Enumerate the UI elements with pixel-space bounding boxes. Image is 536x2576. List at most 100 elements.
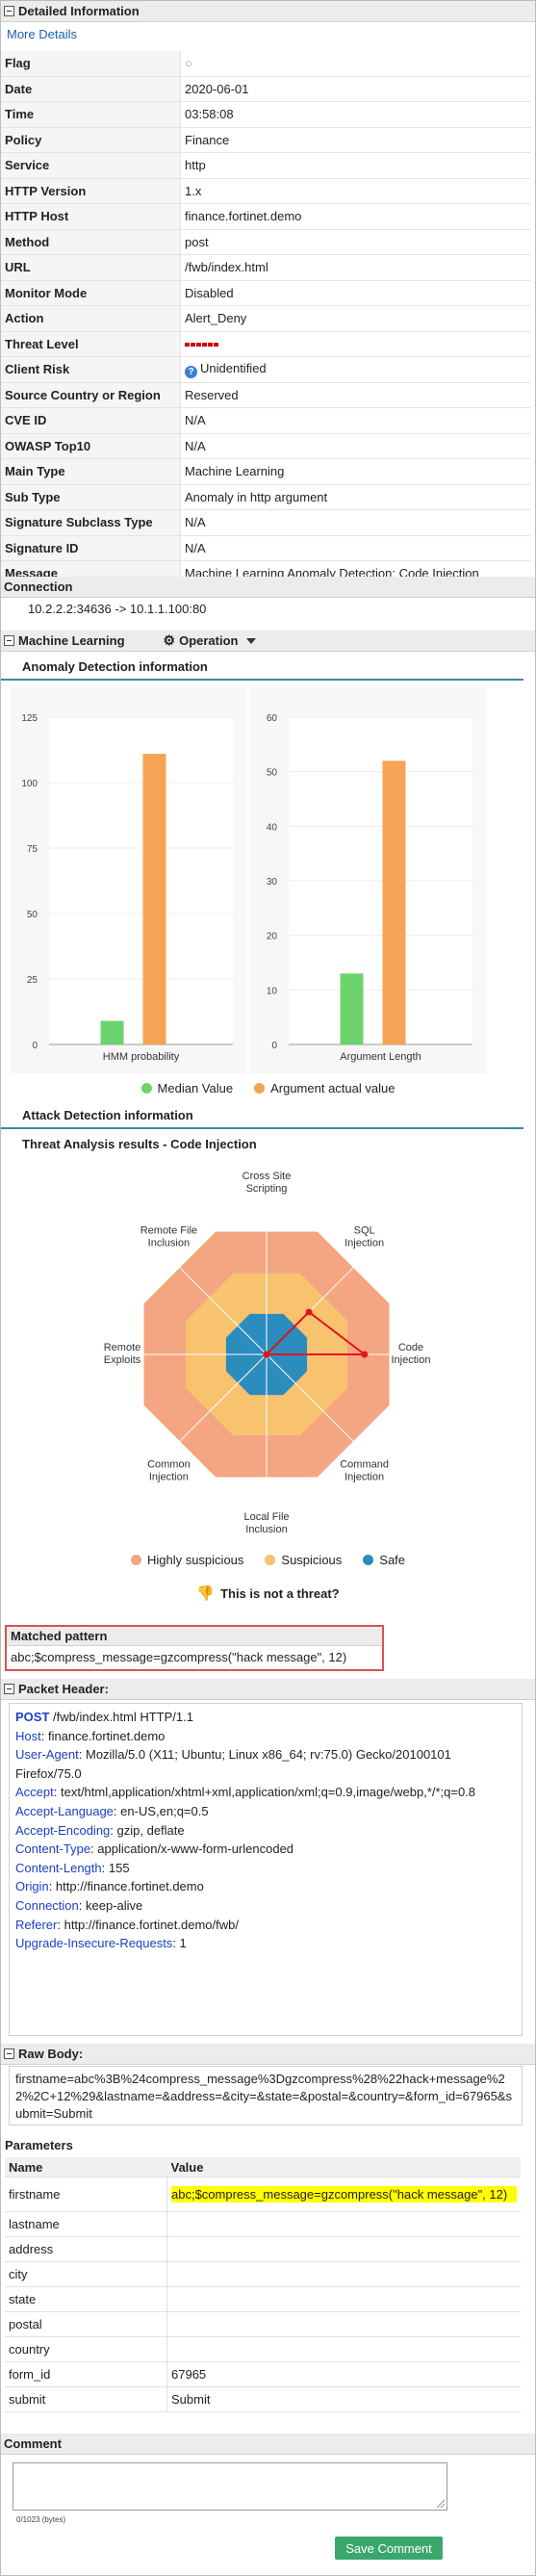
threat-series-line [264, 1310, 368, 1355]
packet-header-section[interactable]: Packet Header: [1, 1679, 535, 1700]
param-name: address [5, 2236, 167, 2262]
ml-title: Machine Learning [18, 633, 125, 648]
detail-key: Sub Type [1, 484, 181, 510]
not-threat-button[interactable]: 👎 This is not a threat? [1, 1584, 535, 1602]
y-tick-label: 0 [32, 1041, 38, 1051]
header-line: Referer: http://finance.fortinet.demo/fw… [15, 1917, 239, 1932]
param-value [166, 2286, 521, 2312]
radar-axis-label: SQL Injection [345, 1224, 384, 1249]
gear-icon: ⚙ [163, 632, 176, 648]
table-row: postal [5, 2311, 521, 2337]
more-details-link[interactable]: More Details [7, 27, 77, 41]
detail-row: Time 03:58:08 [1, 101, 530, 128]
detail-key: Client Risk [1, 356, 181, 383]
param-value: abc;$compress_message=gzcompress("hack m… [166, 2177, 521, 2212]
radar-axis-label-line: Code [398, 1342, 423, 1353]
table-row: state [5, 2286, 521, 2312]
operation-dropdown[interactable]: ⚙ Operation [164, 632, 256, 649]
ml-header[interactable]: Machine Learning ⚙ Operation [1, 631, 535, 652]
attack-title: Attack Detection information [1, 1104, 523, 1129]
detail-value: Disabled [180, 280, 530, 306]
detail-value: Finance [180, 127, 530, 153]
chevron-down-icon [245, 637, 256, 644]
save-comment-button[interactable]: Save Comment [335, 2537, 443, 2560]
header-value: application/x-www-form-urlencoded [97, 1842, 294, 1857]
header-value: keep-alive [86, 1897, 143, 1913]
collapse-icon[interactable] [4, 2048, 14, 2059]
detail-value: N/A [180, 433, 530, 459]
detail-key: Service [1, 152, 181, 179]
detail-value: ? Unidentified [180, 356, 530, 383]
header-line: Upgrade-Insecure-Requests: 1 [15, 1936, 187, 1951]
bar-median [100, 1020, 124, 1044]
header-line: User-Agent: Mozilla/5.0 (X11; Ubuntu; Li… [15, 1747, 451, 1781]
matched-pattern-box: Matched pattern abc;$compress_message=gz… [5, 1625, 384, 1671]
param-value: Submit [166, 2386, 521, 2412]
y-tick-label: 60 [267, 713, 278, 724]
param-name: form_id [5, 2361, 167, 2387]
detailed-info-title: Detailed Information [18, 4, 140, 18]
header-line: Host: finance.fortinet.demo [15, 1728, 166, 1743]
detail-key: Policy [1, 127, 181, 153]
collapse-icon[interactable] [4, 6, 14, 16]
comment-title: Comment [4, 2436, 62, 2451]
operation-label: Operation [179, 633, 239, 648]
header-key: Connection [15, 1897, 79, 1913]
detail-value: N/A [180, 407, 530, 434]
connection-header: Connection [1, 577, 535, 598]
detail-key: Method [1, 229, 181, 255]
radar-axis-label-line: Command [340, 1459, 389, 1471]
param-value [166, 2211, 521, 2237]
param-name: lastname [5, 2211, 167, 2237]
comment-byte-counter: 0/1023 (bytes) [16, 2515, 66, 2524]
threat-title: Threat Analysis results - Code Injection [22, 1137, 257, 1151]
radar-axis-label-line: Scripting [246, 1183, 288, 1195]
radar-axis-label: Common Injection [147, 1459, 191, 1483]
detail-key: HTTP Version [1, 178, 181, 204]
detail-key: OWASP Top10 [1, 433, 181, 459]
header-line: Connection: keep-alive [15, 1897, 143, 1913]
y-tick-label: 100 [21, 779, 38, 789]
threat-point [305, 1308, 313, 1316]
threat-point [263, 1351, 270, 1358]
detail-value: 1.x [180, 178, 530, 204]
collapse-icon[interactable] [4, 635, 14, 646]
radar-axis-label-line: Common [147, 1459, 191, 1471]
header-line: Content-Type: application/x-www-form-url… [15, 1842, 294, 1857]
detail-row: HTTP Version 1.x [1, 178, 530, 204]
detail-row: URL/fwb/index.html [1, 254, 530, 281]
argument-length-chart: 0 10 20 30 40 50 60 Argument Length [250, 688, 486, 1073]
radar-axis-label: Local File Inclusion [243, 1511, 289, 1535]
radar-axis-label-line: Injection [345, 1472, 384, 1483]
header-key: Accept [15, 1785, 54, 1800]
detail-key: Threat Level [1, 331, 181, 357]
collapse-icon[interactable] [4, 1684, 14, 1694]
comment-textarea[interactable] [13, 2462, 447, 2511]
raw-body-section[interactable]: Raw Body: [1, 2044, 535, 2065]
bar-actual [382, 760, 406, 1044]
radar-axis-label-line: Injection [345, 1237, 384, 1249]
legend-safe: Safe [363, 1553, 405, 1567]
raw-body-title: Raw Body: [18, 2047, 84, 2061]
col-header-value: Value [166, 2157, 521, 2177]
radar-spoke [266, 1353, 358, 1446]
detailed-info-header[interactable]: Detailed Information [1, 1, 535, 22]
legend-median: Median Value [140, 1081, 233, 1095]
detail-row: OWASP Top10 N/A [1, 433, 530, 459]
radar-spoke [175, 1263, 268, 1355]
param-name: city [5, 2261, 167, 2287]
x-tick-label: HMM probability [103, 1051, 180, 1063]
detail-key: Source Country or Region [1, 382, 181, 408]
y-tick-label: 50 [27, 910, 38, 920]
help-icon[interactable]: ? [185, 365, 197, 378]
param-value [166, 2311, 521, 2337]
radar-axis-label-line: Local File [243, 1511, 289, 1523]
header-value: Mozilla/5.0 (X11; Ubuntu; Linux x86_64; … [15, 1747, 451, 1781]
detail-row: Signature ID N/A [1, 535, 530, 561]
connection-title: Connection [4, 580, 73, 594]
header-value: finance.fortinet.demo [47, 1728, 166, 1743]
detail-row: Method post [1, 229, 530, 255]
detail-key: Time [1, 101, 181, 128]
detail-key: Flag [1, 51, 181, 77]
